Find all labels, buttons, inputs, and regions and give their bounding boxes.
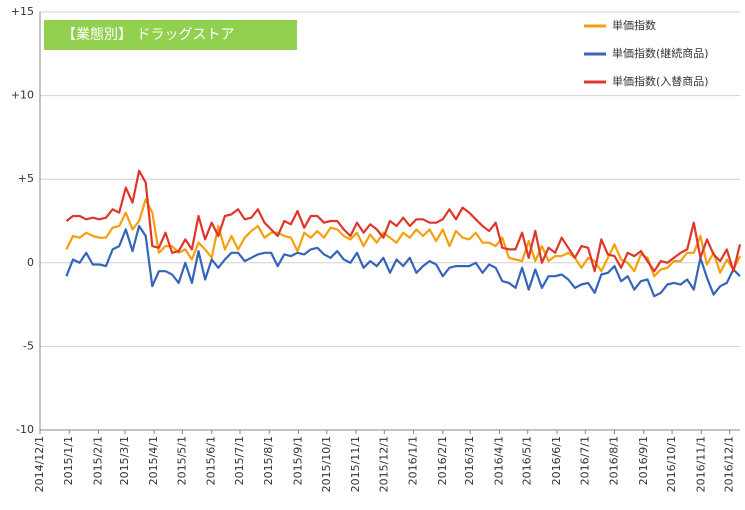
- series-line: [65, 169, 742, 273]
- legend-label: 単価指数: [612, 18, 656, 32]
- x-tick-label: 2015/6/1: [205, 436, 218, 485]
- x-tick-label: 2015/1/1: [62, 436, 75, 485]
- x-tick-label: 2015/4/1: [147, 436, 160, 485]
- x-tick-label: 2016/12/1: [723, 436, 736, 492]
- y-tick-label: -10: [16, 423, 34, 436]
- legend-label: 単価指数(継続商品): [612, 46, 709, 60]
- x-tick-label: 2016/11/1: [694, 436, 707, 492]
- x-tick-label: 2015/11/1: [349, 436, 362, 492]
- x-tick-label: 2015/8/1: [262, 436, 275, 485]
- x-tick-label: 2015/5/1: [175, 436, 188, 485]
- y-tick-label: +10: [11, 89, 34, 102]
- x-tick-label: 2016/8/1: [608, 436, 621, 485]
- x-tick-label: 2016/5/1: [521, 436, 534, 485]
- x-tick-label: 2015/7/1: [233, 436, 246, 485]
- y-tick-label: +5: [18, 172, 34, 185]
- x-tick-label: 2016/4/1: [492, 436, 505, 485]
- x-tick-label: 2015/12/1: [377, 436, 390, 492]
- x-tick-label: 2016/2/1: [436, 436, 449, 485]
- x-tick-label: 2016/9/1: [637, 436, 650, 485]
- y-tick-label: +15: [11, 5, 34, 18]
- x-tick-label: 2016/3/1: [463, 436, 476, 485]
- x-tick-label: 2015/9/1: [291, 436, 304, 485]
- chart-title: 【業態別】 ドラッグストア: [62, 27, 234, 43]
- series-line: [65, 198, 741, 278]
- x-tick-label: 2015/2/1: [91, 436, 104, 485]
- x-tick-label: 2015/10/1: [320, 436, 333, 492]
- x-tick-label: 2016/6/1: [550, 436, 563, 485]
- legend-label: 単価指数(入替商品): [612, 74, 709, 88]
- x-tick-label: 2016/7/1: [578, 436, 591, 485]
- title-box: [44, 20, 297, 50]
- x-tick-label: 2014/12/1: [33, 436, 46, 492]
- y-tick-label: 0: [27, 256, 34, 269]
- x-tick-label: 2016/1/1: [407, 436, 420, 485]
- x-tick-label: 2016/10/1: [665, 436, 678, 492]
- series-line: [65, 224, 741, 298]
- y-tick-label: -5: [23, 339, 34, 352]
- x-tick-label: 2015/3/1: [118, 436, 131, 485]
